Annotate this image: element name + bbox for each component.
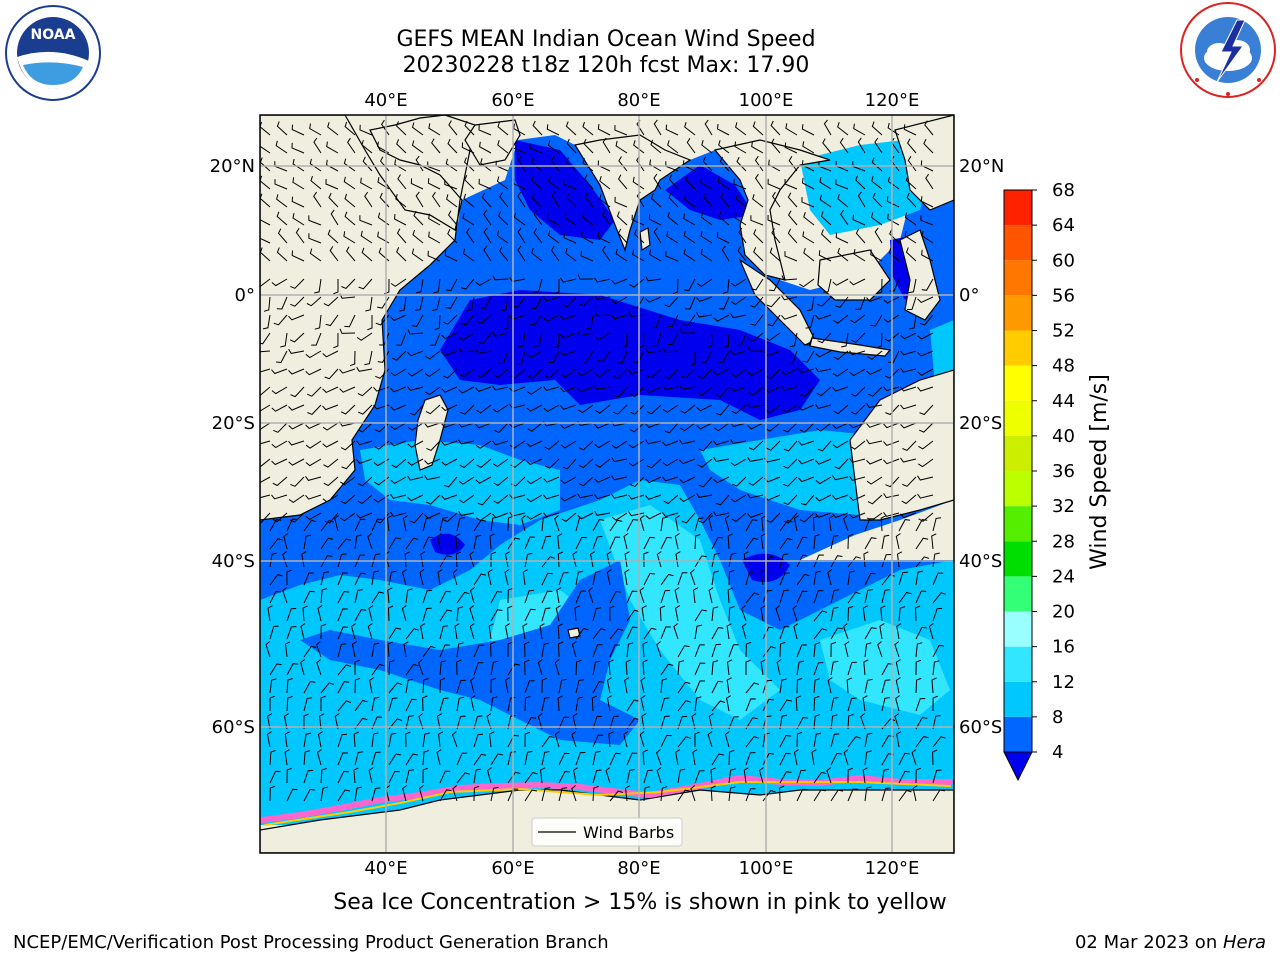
bottom-label-40e: 40°E — [364, 858, 407, 879]
colorbar-segment — [1004, 506, 1032, 541]
right-label-40s: 40°S — [959, 551, 1002, 572]
footer-date: 02 Mar 2023 on Hera — [1075, 932, 1266, 953]
colorbar-tick-label: 52 — [1052, 321, 1075, 342]
bottom-label-80e: 80°E — [617, 858, 660, 879]
colorbar-tick-label: 68 — [1052, 180, 1075, 201]
colorbar-tick-label: 16 — [1052, 637, 1075, 658]
map-legend: Wind Barbs — [532, 818, 682, 846]
footer-date-text: 02 Mar 2023 on — [1075, 932, 1223, 953]
colorbar-label: Wind Speed [m/s] — [1087, 374, 1112, 570]
colorbar-tick-label: 8 — [1052, 707, 1063, 728]
colorbar-tick-label: 24 — [1052, 566, 1075, 587]
colorbar-segment — [1004, 471, 1032, 506]
legend-wind-barbs-label: Wind Barbs — [583, 823, 674, 842]
colorbar-segment — [1004, 576, 1032, 611]
colorbar-segment — [1004, 436, 1032, 471]
colorbar-segment — [1004, 541, 1032, 576]
top-label-120e: 120°E — [865, 90, 920, 111]
top-label-100e: 100°E — [739, 90, 794, 111]
left-label-0: 0° — [235, 285, 255, 306]
bottom-label-60e: 60°E — [491, 858, 534, 879]
colorbar-segment — [1004, 647, 1032, 682]
top-label-40e: 40°E — [364, 90, 407, 111]
left-label-20s: 20°S — [212, 413, 255, 434]
bottom-label-120e: 120°E — [865, 858, 920, 879]
top-label-80e: 80°E — [617, 90, 660, 111]
colorbar-segment — [1004, 331, 1032, 366]
colorbar-segment — [1004, 260, 1032, 295]
right-label-20n: 20°N — [959, 156, 1004, 177]
footer-credit: NCEP/EMC/Verification Post Processing Pr… — [13, 932, 609, 953]
colorbar-segment — [1004, 717, 1032, 752]
footer-host: Hera — [1223, 932, 1266, 953]
colorbar-tick-label: 64 — [1052, 215, 1075, 236]
colorbar-tick-label: 60 — [1052, 250, 1075, 271]
left-label-40s: 40°S — [212, 551, 255, 572]
colorbar-segment — [1004, 366, 1032, 401]
colorbar-tick-label: 40 — [1052, 426, 1075, 447]
colorbar-segment — [1004, 401, 1032, 436]
bottom-label-100e: 100°E — [739, 858, 794, 879]
colorbar-tick-label: 56 — [1052, 285, 1075, 306]
left-label-60s: 60°S — [212, 717, 255, 738]
sea-ice-caption: Sea Ice Concentration > 15% is shown in … — [260, 890, 1020, 915]
colorbar-segment — [1004, 612, 1032, 647]
right-label-0: 0° — [959, 285, 979, 306]
colorbar-under-triangle — [1004, 752, 1032, 780]
colorbar-tick-label: 44 — [1052, 391, 1075, 412]
colorbar: 48121620242832364044485256606468 — [1004, 180, 1075, 780]
colorbar-tick-label: 32 — [1052, 496, 1075, 517]
colorbar-segment — [1004, 190, 1032, 225]
top-label-60e: 60°E — [491, 90, 534, 111]
colorbar-tick-label: 12 — [1052, 672, 1075, 693]
colorbar-tick-label: 48 — [1052, 356, 1075, 377]
colorbar-tick-label: 36 — [1052, 461, 1075, 482]
right-label-20s: 20°S — [959, 413, 1002, 434]
left-label-20n: 20°N — [210, 156, 255, 177]
colorbar-tick-label: 20 — [1052, 602, 1075, 623]
colorbar-segment — [1004, 682, 1032, 717]
colorbar-segment — [1004, 295, 1032, 330]
colorbar-tick-label: 28 — [1052, 531, 1075, 552]
right-label-60s: 60°S — [959, 717, 1002, 738]
colorbar-segment — [1004, 225, 1032, 260]
colorbar-tick-label: 4 — [1052, 742, 1063, 763]
